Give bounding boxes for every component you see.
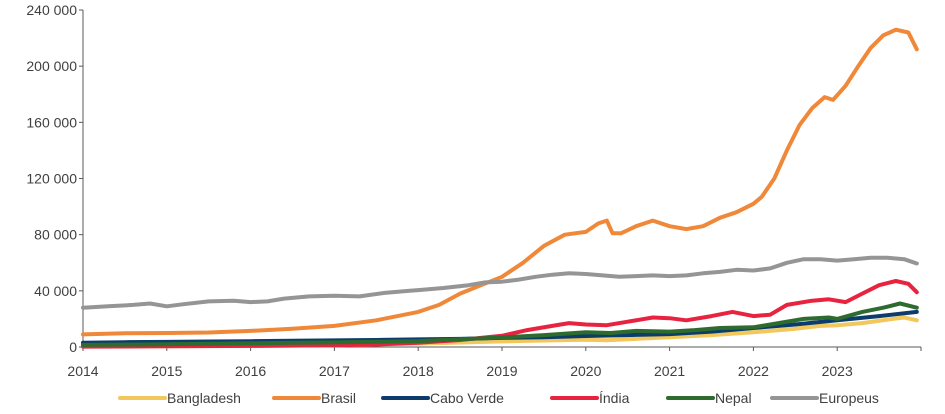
legend-label: Bangladesh [167,390,241,406]
legend-label: Cabo Verde [430,390,504,406]
legend-item[interactable]: Cabo Verde [381,390,504,406]
x-tick-label: 2021 [654,363,685,379]
x-tick-label: 2018 [403,363,434,379]
y-tick-label: 120 000 [26,171,77,187]
x-axis-tick-labels: 2014 2015 2016 2017 2018 2019 2020 2021 2022 2023 [67,363,853,379]
series-line-europeus [81,255,919,310]
y-tick-label: 40 000 [34,283,77,299]
legend-label: Brasil [321,390,356,406]
legend-item[interactable]: Nepal [666,390,752,406]
series-lines [81,27,919,349]
legend-item[interactable]: Europeus [770,390,879,406]
legend-item[interactable]: Índia [550,390,630,406]
x-tick-label: 2014 [67,363,98,379]
legend-item[interactable]: Bangladesh [118,390,241,406]
x-tick-label: 2022 [738,363,769,379]
x-tick-label: 2023 [822,363,853,379]
y-tick-label: 200 000 [26,58,77,74]
y-tick-label: 0 [69,339,77,355]
series-line-nepal [81,301,919,347]
y-tick-label: 80 000 [34,227,77,243]
legend-label: Índia [599,390,630,406]
x-tick-label: 2016 [235,363,266,379]
x-tick-label: 2015 [151,363,182,379]
x-tick-label: 2017 [319,363,350,379]
x-tick-label: 2020 [570,363,601,379]
legend[interactable]: Bangladesh Brasil Cabo Verde Índia Nepal Euro… [118,390,879,406]
legend-label: Europeus [819,390,879,406]
series-line-brasil [81,27,919,337]
y-tick-label: 160 000 [26,114,77,130]
y-tick-label: 240 000 [26,2,77,18]
y-axis-tick-labels: 0 40 000 80 000 120 000 160 000 200 000 240 00… [26,2,77,355]
x-tick-label: 2019 [486,363,517,379]
legend-item[interactable]: Brasil [272,390,356,406]
legend-label: Nepal [715,390,752,406]
